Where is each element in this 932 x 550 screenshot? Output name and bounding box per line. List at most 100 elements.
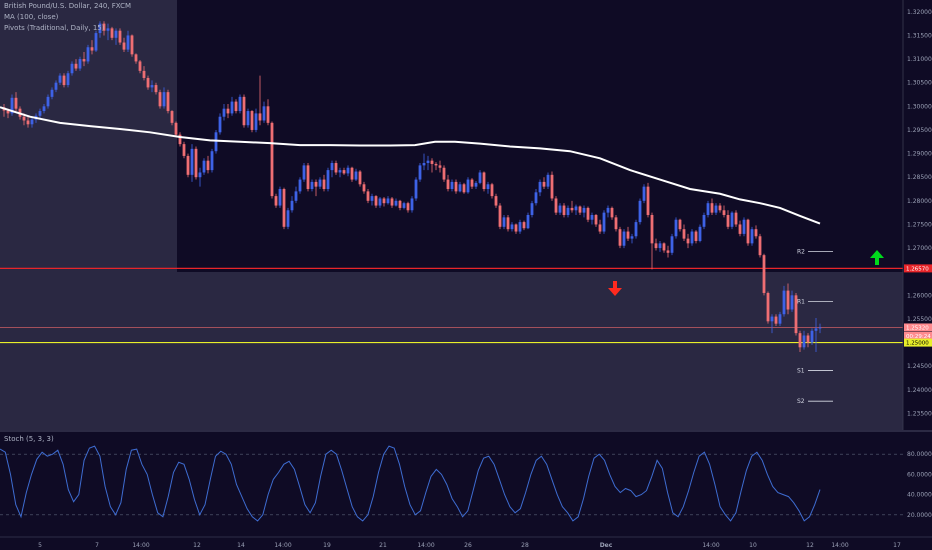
candle-body	[650, 215, 654, 244]
candle-body	[526, 215, 530, 229]
candle-body	[598, 224, 602, 232]
candle-body	[494, 196, 498, 206]
candle-body	[218, 116, 222, 133]
price-tick-label: 1.29500	[907, 127, 932, 134]
candle-body	[182, 144, 186, 156]
candle-body	[638, 200, 642, 223]
candle-body	[470, 179, 474, 187]
candle-body	[302, 165, 306, 180]
ma-legend: MA (100, close)	[4, 13, 59, 21]
candle-body	[14, 97, 18, 109]
candle-body	[206, 160, 210, 171]
candle-body	[666, 250, 670, 253]
candle-body	[542, 181, 546, 187]
candle-body	[578, 206, 582, 213]
time-tick-label: 14:00	[132, 542, 149, 549]
candle-body	[670, 236, 674, 253]
time-tick-label: 14:00	[417, 542, 434, 549]
stoch-legend: Stoch (5, 3, 3)	[4, 435, 54, 443]
candle-body	[238, 96, 242, 112]
candle-body	[118, 30, 122, 43]
candle-body	[606, 207, 610, 213]
candle-body	[30, 119, 34, 125]
candle-body	[442, 167, 446, 180]
candle-body	[610, 207, 614, 218]
candle-body	[482, 172, 486, 190]
candle-body	[734, 212, 738, 225]
candle-body	[814, 328, 818, 331]
candle-body	[602, 212, 606, 232]
candle-body	[762, 255, 766, 293]
candle-body	[298, 179, 302, 192]
candle-body	[550, 174, 554, 199]
stoch-tick-label: 40.0000	[907, 492, 932, 499]
candle-body	[38, 111, 42, 116]
price-tick-label: 1.28000	[907, 198, 932, 205]
candle-body	[686, 238, 690, 244]
time-tick-label: Dec	[600, 542, 613, 549]
candle-body	[466, 179, 470, 193]
candle-body	[378, 198, 382, 206]
candle-body	[358, 171, 362, 185]
candle-body	[78, 59, 82, 69]
candle-body	[106, 28, 110, 31]
price-badge-resistance	[904, 264, 932, 273]
candle-body	[258, 113, 262, 121]
candle-body	[490, 184, 494, 197]
candle-body	[422, 163, 426, 166]
price-tick-label: 1.30000	[907, 103, 932, 110]
candle-body	[98, 23, 102, 34]
candle-body	[58, 75, 62, 83]
candle-body	[582, 207, 586, 213]
candle-body	[430, 160, 434, 164]
candle-body	[22, 116, 26, 121]
candle-body	[478, 172, 482, 183]
left-shaded-zone	[0, 0, 177, 272]
candle-body	[226, 108, 230, 114]
candle-body	[134, 54, 138, 62]
price-tick-label: 1.23500	[907, 410, 932, 417]
candle-body	[562, 205, 566, 215]
candle-body	[198, 172, 202, 178]
ma-100-line	[0, 106, 821, 225]
candle-body	[82, 59, 86, 62]
candle-body	[54, 82, 58, 90]
candle-body	[774, 316, 778, 324]
time-tick-label: 5	[38, 542, 42, 549]
candle-body	[190, 148, 194, 175]
time-tick-label: 14:00	[274, 542, 291, 549]
lower-shaded-zone	[0, 272, 903, 430]
candle-body	[146, 77, 150, 88]
candle-body	[322, 179, 326, 190]
stoch-tick-label: 80.0000	[907, 451, 932, 458]
candle-body	[170, 111, 174, 123]
candle-body	[366, 191, 370, 201]
candle-body	[654, 243, 658, 249]
candle-body	[346, 167, 350, 174]
stoch-line	[0, 445, 821, 522]
candle-body	[546, 174, 550, 187]
candle-body	[234, 101, 238, 112]
candle-body	[434, 163, 438, 166]
candle-body	[250, 111, 254, 130]
candle-body	[454, 181, 458, 192]
candle-body	[50, 89, 54, 97]
time-tick-label: 12	[806, 542, 814, 549]
candle-body	[318, 179, 322, 187]
candle-body	[26, 120, 30, 125]
candle-body	[530, 203, 534, 215]
candle-body	[818, 327, 822, 329]
candle-body	[406, 203, 410, 211]
candle-body	[570, 207, 574, 211]
candle-body	[62, 75, 66, 86]
candle-body	[674, 219, 678, 237]
price-badge-label-support: 1.25000	[906, 341, 929, 347]
candle-body	[278, 189, 282, 206]
up-arrow-icon	[870, 250, 884, 265]
candle-body	[770, 316, 774, 322]
candle-body	[74, 63, 78, 69]
candle-body	[446, 179, 450, 190]
chart-title: British Pound/U.S. Dollar, 240, FXCM	[4, 2, 132, 10]
candle-body	[382, 198, 386, 204]
